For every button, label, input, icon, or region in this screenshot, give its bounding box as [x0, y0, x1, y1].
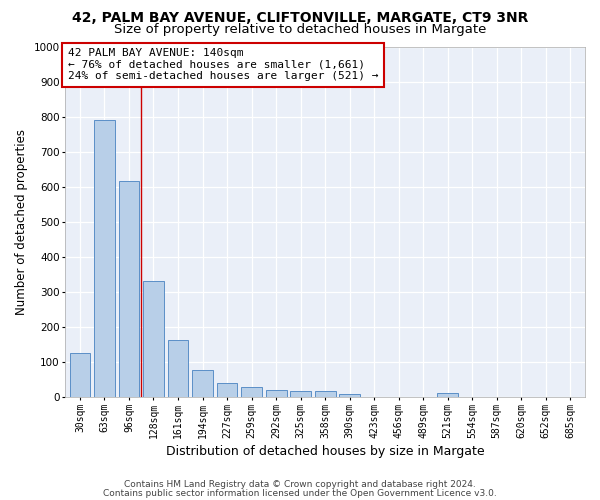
- Text: 42 PALM BAY AVENUE: 140sqm
← 76% of detached houses are smaller (1,661)
24% of s: 42 PALM BAY AVENUE: 140sqm ← 76% of deta…: [68, 48, 379, 82]
- Y-axis label: Number of detached properties: Number of detached properties: [15, 128, 28, 314]
- Bar: [167, 340, 188, 397]
- Bar: [143, 281, 164, 397]
- Bar: [217, 382, 238, 397]
- Bar: [437, 393, 458, 397]
- Text: 42, PALM BAY AVENUE, CLIFTONVILLE, MARGATE, CT9 3NR: 42, PALM BAY AVENUE, CLIFTONVILLE, MARGA…: [72, 11, 528, 25]
- Bar: [119, 182, 139, 397]
- Text: Size of property relative to detached houses in Margate: Size of property relative to detached ho…: [114, 22, 486, 36]
- Bar: [241, 388, 262, 397]
- Bar: [94, 120, 115, 397]
- Bar: [192, 370, 213, 397]
- Bar: [70, 353, 91, 397]
- Bar: [290, 391, 311, 397]
- Bar: [314, 391, 335, 397]
- Text: Contains public sector information licensed under the Open Government Licence v3: Contains public sector information licen…: [103, 488, 497, 498]
- X-axis label: Distribution of detached houses by size in Margate: Distribution of detached houses by size …: [166, 444, 484, 458]
- Bar: [339, 394, 360, 397]
- Bar: [266, 390, 287, 397]
- Text: Contains HM Land Registry data © Crown copyright and database right 2024.: Contains HM Land Registry data © Crown c…: [124, 480, 476, 489]
